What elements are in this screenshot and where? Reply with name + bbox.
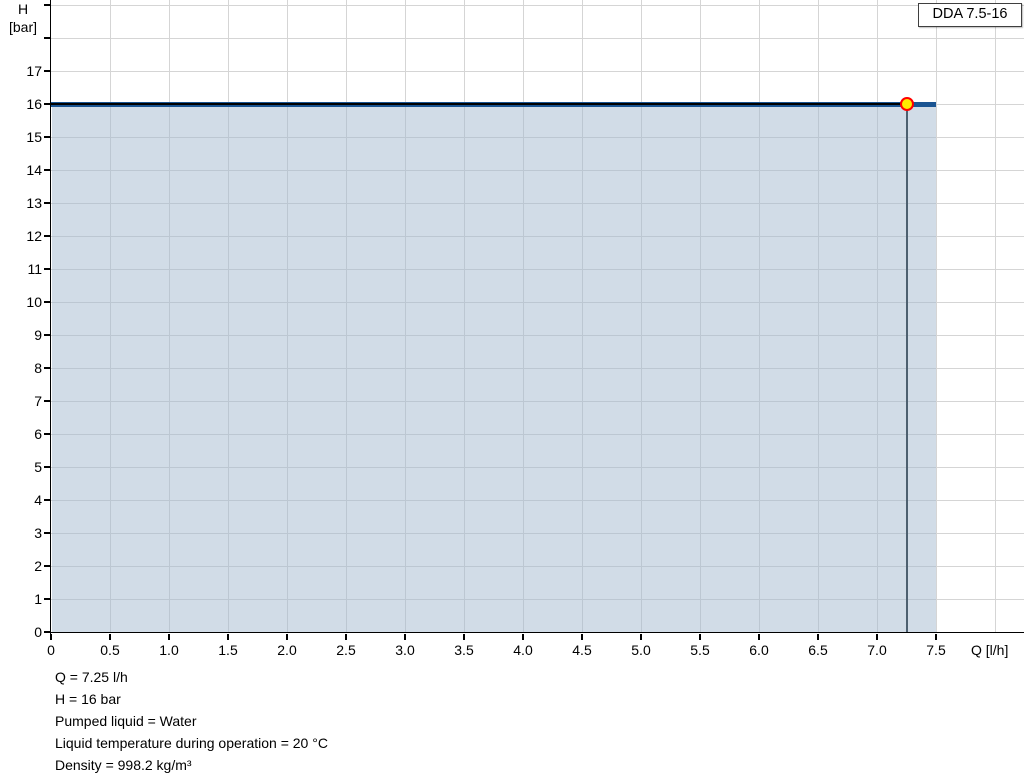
- info-line-head: H = 16 bar: [55, 691, 121, 707]
- y-axis-tick: [43, 367, 50, 369]
- info-line-density: Density = 998.2 kg/m³: [55, 757, 192, 773]
- y-axis-tick-label: 3: [34, 525, 42, 541]
- y-axis-tick-label: 15: [26, 129, 42, 145]
- x-axis-tick: [404, 633, 406, 640]
- x-axis-tick-label: 0: [47, 642, 55, 658]
- info-line-liquid: Pumped liquid = Water: [55, 713, 197, 729]
- x-axis-tick: [168, 633, 170, 640]
- y-axis-tick-label: 8: [34, 360, 42, 376]
- pump-model-badge: DDA 7.5-16: [918, 3, 1022, 27]
- y-axis-tick: [43, 532, 50, 534]
- y-axis-tick: [43, 631, 50, 633]
- x-axis-tick: [227, 633, 229, 640]
- x-axis-tick: [876, 633, 878, 640]
- y-axis-tick: [43, 301, 50, 303]
- x-axis-tick-label: 2.5: [336, 642, 356, 658]
- y-axis-tick: [43, 103, 50, 105]
- x-axis-tick-label: 0.5: [100, 642, 120, 658]
- y-axis-line: [49, 0, 52, 634]
- x-axis-tick: [758, 633, 760, 640]
- y-axis-tick-label: 11: [27, 261, 42, 277]
- x-axis-tick-label: 4.5: [572, 642, 592, 658]
- gridline-horizontal: [51, 37, 1024, 39]
- y-axis-tick-label: 7: [34, 393, 42, 409]
- y-axis-tick: [43, 169, 50, 171]
- y-axis-tick-label: 14: [26, 162, 42, 178]
- duty-point-drop-line: [905, 104, 908, 632]
- gridline-horizontal: [51, 70, 1024, 72]
- y-axis-tick: [43, 70, 50, 72]
- y-axis-tick: [43, 565, 50, 567]
- gridline-vertical: [935, 0, 937, 632]
- y-axis-tick-label: 0: [34, 624, 42, 640]
- x-axis-tick-label: 1.0: [159, 642, 179, 658]
- x-axis-tick-label: 6.0: [749, 642, 769, 658]
- y-axis-tick: [43, 499, 50, 501]
- y-axis-tick: [43, 136, 50, 138]
- selected-range-line: [51, 103, 907, 105]
- x-axis-tick: [817, 633, 819, 640]
- y-axis-title-symbol: H: [17, 1, 29, 17]
- y-axis-tick: [43, 202, 50, 204]
- y-axis-tick-label: 2: [34, 558, 42, 574]
- y-axis-tick: [43, 235, 50, 237]
- x-axis-tick-label: 4.0: [513, 642, 533, 658]
- y-axis-tick-label: 17: [26, 63, 42, 79]
- x-axis-tick-label: 7.0: [867, 642, 887, 658]
- y-axis-tick: [43, 268, 50, 270]
- x-axis-title: Q [l/h]: [971, 642, 1009, 658]
- info-line-temperature: Liquid temperature during operation = 20…: [55, 735, 328, 751]
- y-axis-title: H [bar]: [0, 0, 46, 36]
- x-axis-tick-label: 2.0: [277, 642, 297, 658]
- x-axis-tick: [50, 633, 52, 640]
- x-axis-tick-label: 5.0: [631, 642, 651, 658]
- y-axis-tick-label: 13: [26, 195, 42, 211]
- x-axis-tick: [463, 633, 465, 640]
- x-axis-tick-label: 3.0: [395, 642, 415, 658]
- y-axis-tick-label: 1: [34, 591, 42, 607]
- x-axis-tick-label: 1.5: [218, 642, 238, 658]
- y-axis-tick: [43, 334, 50, 336]
- x-axis-line: [49, 631, 1024, 634]
- y-axis-tick: [43, 37, 50, 39]
- y-axis-tick-label: 4: [34, 492, 42, 508]
- info-line-flow: Q = 7.25 l/h: [55, 669, 128, 685]
- x-axis-tick: [286, 633, 288, 640]
- y-axis-tick: [43, 433, 50, 435]
- y-axis-tick-label: 16: [26, 96, 42, 112]
- operating-conditions: Q = 7.25 l/h H = 16 bar Pumped liquid = …: [55, 666, 328, 776]
- x-axis-tick: [640, 633, 642, 640]
- x-axis-tick: [699, 633, 701, 640]
- x-axis-tick-label: 6.5: [808, 642, 828, 658]
- y-axis-title-unit: [bar]: [8, 19, 37, 35]
- pump-model-label: DDA 7.5-16: [932, 6, 1008, 22]
- x-axis-tick: [109, 633, 111, 640]
- x-axis-tick-label: 5.5: [690, 642, 710, 658]
- y-axis-tick: [43, 466, 50, 468]
- gridline-horizontal: [51, 4, 1024, 6]
- y-axis-tick-label: 10: [26, 294, 42, 310]
- y-axis-tick-label: 9: [34, 327, 42, 343]
- y-axis-tick: [43, 4, 50, 6]
- y-axis-tick-label: 12: [26, 228, 42, 244]
- x-axis-tick-label: 7.5: [926, 642, 946, 658]
- x-axis-tick: [345, 633, 347, 640]
- x-axis-tick-label: 3.5: [454, 642, 474, 658]
- duty-point-marker[interactable]: [899, 97, 914, 111]
- gridline-vertical: [994, 0, 996, 632]
- y-axis-tick-label: 6: [34, 426, 42, 442]
- x-axis-tick: [522, 633, 524, 640]
- y-axis-tick: [43, 400, 50, 402]
- y-axis-tick: [43, 598, 50, 600]
- y-axis-tick-label: 5: [34, 459, 42, 475]
- x-axis-tick: [581, 633, 583, 640]
- x-axis-tick: [935, 633, 937, 640]
- area-under-curve: [52, 105, 936, 632]
